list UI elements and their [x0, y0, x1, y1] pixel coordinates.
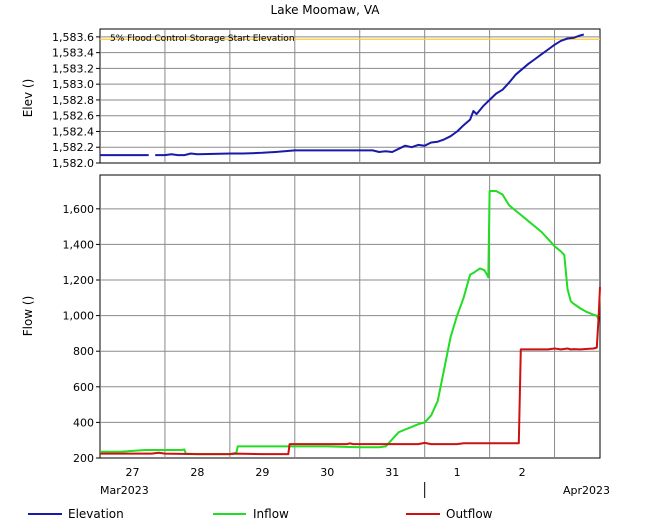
legend-label-outflow: Outflow [446, 507, 493, 521]
flow-series [100, 190, 601, 456]
elevation-y-ticks: 1,582.0 1,582.2 1,582.4 1,582.6 1,582.8 1,583… [52, 31, 100, 170]
flow-tick-label: 1,600 [63, 203, 95, 216]
flow-tick-label: 1,000 [63, 310, 95, 323]
elevation-tick-label: 1,582.8 [52, 94, 94, 107]
x-tick-label: 28 [190, 466, 204, 479]
x-tick-label: 2 [519, 466, 526, 479]
elevation-tick-label: 1,582.2 [52, 141, 94, 154]
flow-y-axis-label: Flow () [21, 296, 35, 337]
flow-tick-label: 800 [73, 345, 94, 358]
chart-title: Lake Moomaw, VA [271, 3, 381, 17]
flow-panel: 200 400 600 800 1,000 1,200 1,400 1,600 Flow () [21, 174, 601, 465]
legend: Elevation Inflow Outflow [28, 507, 493, 521]
series-line-elevation [155, 33, 585, 157]
elevation-tick-label: 1,583.0 [52, 78, 94, 91]
legend-item-outflow: Outflow [406, 507, 493, 521]
flow-tick-label: 1,200 [63, 274, 95, 287]
flow-tick-label: 200 [73, 452, 94, 465]
flow-plot-area [99, 174, 601, 459]
elevation-tick-label: 1,583.2 [52, 62, 94, 75]
elevation-tick-label: 1,582.6 [52, 110, 94, 123]
x-month-label: Mar2023 [100, 484, 149, 497]
flow-tick-label: 1,400 [63, 238, 95, 251]
elevation-tick-label: 1,582.4 [52, 125, 94, 138]
elevation-plot-area [99, 28, 601, 164]
elevation-panel: 1,582.0 1,582.2 1,582.4 1,582.6 1,582.8 1,583… [21, 28, 601, 170]
x-axis: 27 28 29 30 31 1 2 Mar2023 Apr2023 [100, 466, 610, 498]
flow-tick-label: 400 [73, 416, 94, 429]
legend-item-elevation: Elevation [28, 507, 124, 521]
elevation-tick-label: 1,582.0 [52, 157, 94, 170]
x-month-label: Apr2023 [563, 484, 610, 497]
legend-label-inflow: Inflow [253, 507, 289, 521]
elevation-series [100, 33, 585, 157]
elevation-tick-label: 1,583.6 [52, 31, 94, 44]
x-tick-label: 29 [255, 466, 269, 479]
legend-label-elevation: Elevation [68, 507, 124, 521]
x-tick-label: 1 [454, 466, 461, 479]
series-line-outflow [100, 287, 601, 456]
flow-tick-label: 600 [73, 381, 94, 394]
x-tick-label: 27 [125, 466, 139, 479]
flood-control-label: 5% Flood Control Storage Start Elevation [110, 34, 295, 44]
legend-item-inflow: Inflow [213, 507, 289, 521]
x-tick-label: 30 [320, 466, 334, 479]
flow-y-ticks: 200 400 600 800 1,000 1,200 1,400 1,600 [63, 203, 100, 465]
flow-grid [100, 175, 600, 458]
elevation-tick-label: 1,583.4 [52, 47, 94, 60]
elevation-grid [100, 29, 600, 163]
elevation-y-axis-label: Elev () [21, 79, 35, 118]
x-tick-label: 31 [385, 466, 399, 479]
